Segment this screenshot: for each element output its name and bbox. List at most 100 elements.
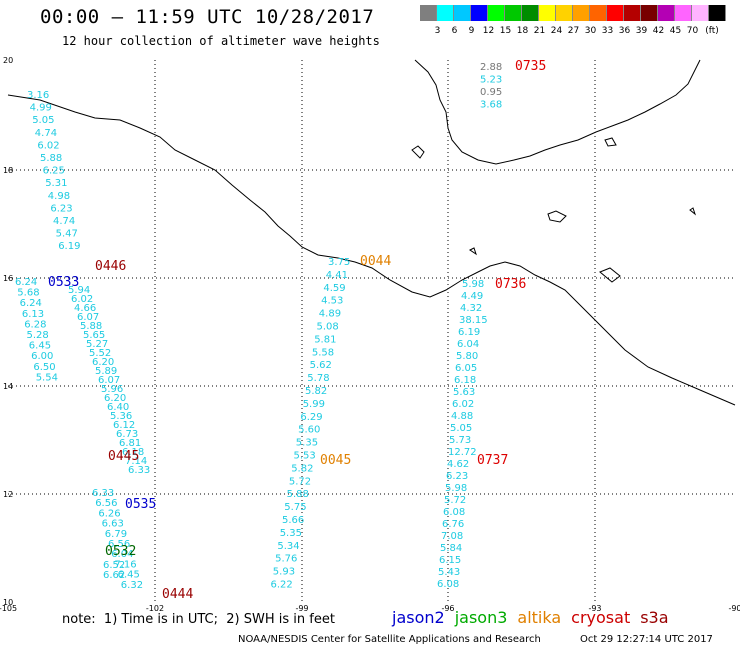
wave-height-label: 4.53 bbox=[321, 296, 343, 307]
pass-time-label: 0737 bbox=[477, 453, 508, 468]
wave-height-label: 5.54 bbox=[36, 372, 58, 383]
pass-time-label: 0535 bbox=[125, 497, 156, 512]
wave-height-label: 5.62 bbox=[310, 360, 332, 371]
island-6 bbox=[469, 247, 477, 256]
wave-height-label: 6.56 bbox=[95, 498, 117, 509]
wave-height-label: 5.66 bbox=[282, 515, 304, 526]
island-5 bbox=[689, 207, 697, 216]
wave-height-label: 6.20 bbox=[92, 357, 114, 368]
wave-height-label: 6.33 bbox=[128, 465, 150, 476]
lat-tick-label: 16 bbox=[3, 274, 13, 283]
legend-cryosat: cryosat bbox=[571, 608, 631, 627]
color-scale-label: 27 bbox=[567, 26, 580, 36]
wave-height-label: 6.56 bbox=[108, 539, 130, 550]
wave-height-label: 5.27 bbox=[86, 339, 108, 350]
wave-height-label: 6.32 bbox=[121, 580, 143, 591]
wave-height-label: 6.23 bbox=[446, 471, 468, 482]
island-1 bbox=[411, 145, 425, 159]
wave-height-label: 3.75 bbox=[328, 257, 350, 268]
wave-height-label: 6.52 bbox=[103, 560, 125, 571]
wave-height-label: 5.80 bbox=[456, 351, 478, 362]
color-scale-label: 70 bbox=[686, 26, 699, 36]
pass-time-label: 0444 bbox=[162, 587, 193, 602]
color-scale-label: 15 bbox=[499, 26, 512, 36]
wave-height-label: 6.79 bbox=[105, 529, 127, 540]
wave-height-label: 3.68 bbox=[480, 100, 502, 111]
color-scale-label: 42 bbox=[652, 26, 665, 36]
lon-tick-label: -90 bbox=[728, 604, 740, 613]
wave-height-label: 6.62 bbox=[103, 570, 125, 581]
color-swatch bbox=[505, 5, 522, 21]
wave-height-label: 6.24 bbox=[15, 277, 37, 288]
wave-height-label: 6.81 bbox=[119, 438, 141, 449]
track-cryosat: 5.946.024.666.075.885.655.275.526.205.89… bbox=[68, 285, 150, 476]
wave-height-label: 5.53 bbox=[294, 451, 316, 462]
wave-height-label: 6.07 bbox=[77, 312, 99, 323]
wave-height-label: 5.58 bbox=[312, 347, 334, 358]
page-subtitle: 12 hour collection of altimeter wave hei… bbox=[62, 34, 380, 48]
island-3 bbox=[599, 267, 621, 283]
pass-time-label: 0045 bbox=[320, 453, 351, 468]
wave-height-label: 5.36 bbox=[110, 411, 132, 422]
wave-height-label: 5.65 bbox=[83, 330, 105, 341]
wave-height-label: 5.72 bbox=[444, 495, 466, 506]
coastline-gulf bbox=[414, 59, 701, 165]
wave-height-label: 3.16 bbox=[27, 90, 49, 101]
wave-height-label: 5.43 bbox=[438, 567, 460, 578]
legend-s3a: s3a bbox=[640, 608, 669, 627]
track-jason2: 6.245.686.246.136.285.286.456.006.505.54… bbox=[15, 275, 79, 383]
color-scale-label: 6 bbox=[451, 26, 458, 36]
color-swatch bbox=[709, 5, 726, 21]
wave-height-label: 6.02 bbox=[71, 294, 93, 305]
generation-timestamp: Oct 29 12:27:14 UTC 2017 bbox=[580, 634, 713, 645]
wave-height-label: 4.98 bbox=[48, 191, 70, 202]
credit-line: NOAA/NESDIS Center for Satellite Applica… bbox=[238, 634, 541, 645]
color-swatch bbox=[590, 5, 607, 21]
lon-tick-label: -96 bbox=[441, 604, 454, 613]
wave-height-label: 6.20 bbox=[104, 393, 126, 404]
color-swatch bbox=[539, 5, 556, 21]
wave-height-label: 5.88 bbox=[40, 153, 62, 164]
wave-height-label: 5.88 bbox=[80, 321, 102, 332]
wave-height-label: 6.26 bbox=[98, 508, 120, 519]
wave-height-label: 4.32 bbox=[460, 303, 482, 314]
wave-height-label: 5.89 bbox=[95, 366, 117, 377]
wave-height-label: 5.08 bbox=[317, 322, 339, 333]
wave-height-label: 5.05 bbox=[32, 115, 54, 126]
coastline bbox=[7, 59, 736, 406]
lon-tick-label: -102 bbox=[146, 604, 164, 613]
lon-tick-label: -99 bbox=[295, 604, 308, 613]
coastline-mainland bbox=[7, 94, 736, 406]
wave-height-label: 6.25 bbox=[43, 166, 65, 177]
lat-tick-label: 12 bbox=[3, 490, 13, 499]
wave-height-label: 6.73 bbox=[116, 429, 138, 440]
wave-height-label: 6.76 bbox=[442, 519, 464, 530]
legend-altika: altika bbox=[517, 608, 562, 627]
wave-height-label: 6.40 bbox=[107, 402, 129, 413]
page-title: 00:00 – 11:59 UTC 10/28/2017 bbox=[40, 6, 375, 28]
wave-height-label: 4.88 bbox=[451, 411, 473, 422]
wave-height-label: 6.05 bbox=[455, 363, 477, 374]
track-s3a: 2.88 5.230.95 3.68 0735 bbox=[480, 59, 546, 111]
color-swatch bbox=[692, 5, 709, 21]
island-4 bbox=[604, 137, 617, 147]
wave-height-label: 5.52 bbox=[89, 348, 111, 359]
color-swatch bbox=[437, 5, 454, 21]
island-2 bbox=[547, 210, 567, 223]
pass-time-label: 0533 bbox=[48, 275, 79, 290]
color-swatch bbox=[556, 5, 573, 21]
wave-height-label: 6.13 bbox=[22, 309, 44, 320]
wave-height-label: 4.59 bbox=[323, 283, 345, 294]
color-swatch bbox=[658, 5, 675, 21]
wave-height-label: 0.95 bbox=[480, 87, 502, 98]
legend-jason3: jason3 bbox=[454, 608, 508, 627]
lon-tick-label: -105 bbox=[0, 604, 17, 613]
pass-time-label: 0532 bbox=[105, 544, 136, 559]
color-scale-label: (ft) bbox=[705, 26, 719, 36]
footer-note: note: 1) Time is in UTC; 2) SWH is in fe… bbox=[62, 612, 335, 627]
color-scale-label: 9 bbox=[468, 26, 475, 36]
color-swatch bbox=[607, 5, 624, 21]
axis-ticks: 20 18 16 14 12 10-105 -102 -99 -96 -93 -90 bbox=[0, 56, 740, 613]
wave-height-label: 5.34 bbox=[277, 541, 299, 552]
color-swatch bbox=[488, 5, 505, 21]
